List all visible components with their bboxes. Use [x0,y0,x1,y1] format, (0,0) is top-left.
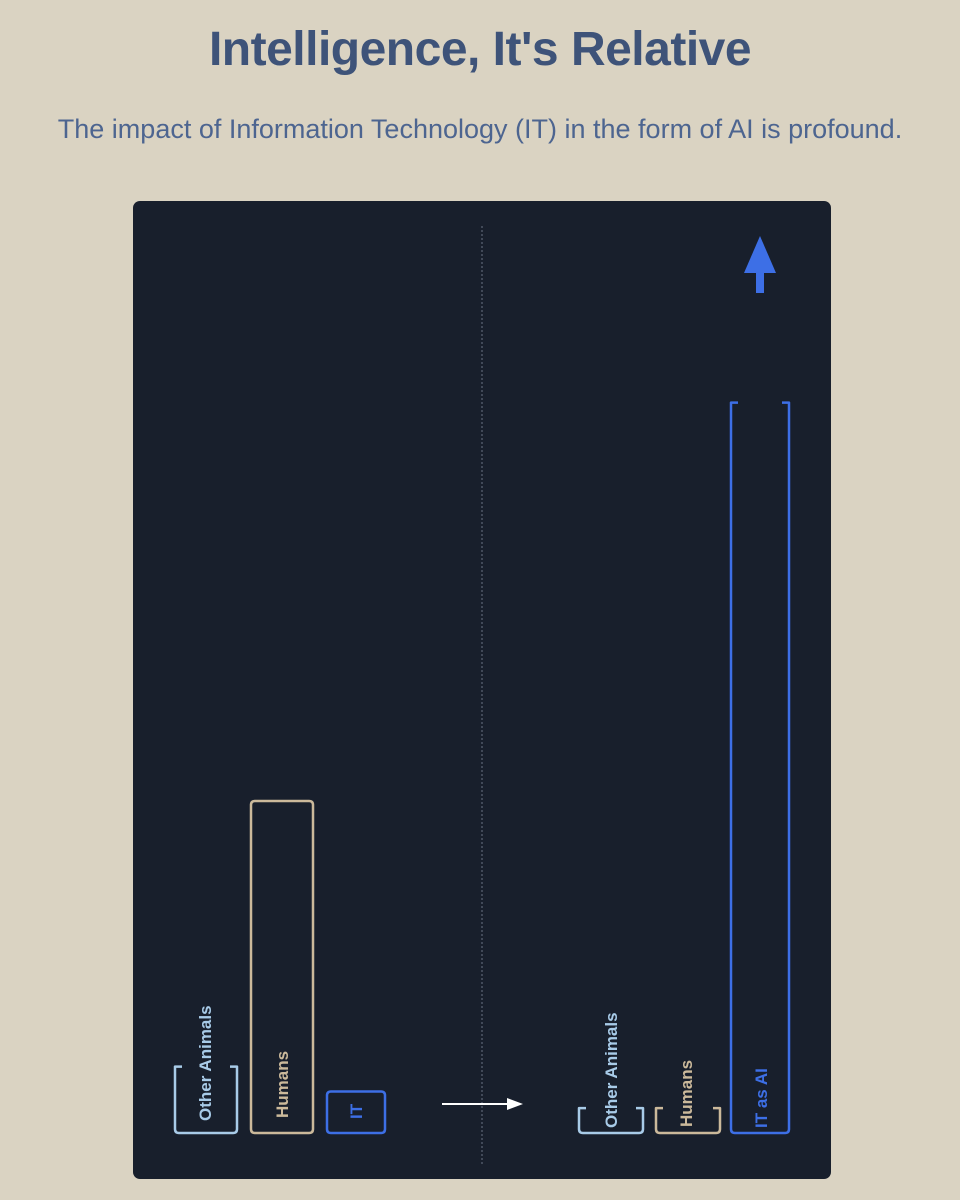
bar-label-after-it-as-ai: IT as AI [752,1068,771,1128]
bar-label-before-other-animals: Other Animals [196,1005,215,1121]
bar-label-after-other-animals: Other Animals [602,1012,621,1128]
diagram-canvas: Other Animals Humans IT Other Animals Hu… [173,226,791,1164]
bar-label-after-humans: Humans [677,1060,696,1127]
up-arrow-icon [744,236,776,293]
bar-after-humans [654,1106,722,1135]
bar-after-other-animals [577,1106,645,1135]
page-title: Intelligence, It's Relative [208,23,752,76]
page-subtitle: The impact of Information Technology (IT… [57,114,903,144]
bar-before-other-animals [173,1065,239,1135]
bar-after-it-as-ai [729,401,791,1135]
right-arrow-icon [442,1098,523,1110]
bar-label-before-humans: Humans [273,1051,292,1118]
diagram-panel: Other Animals Humans IT Other Animals Hu… [133,201,831,1179]
bar-before-it [325,1090,387,1135]
bar-label-before-it: IT [347,1103,366,1119]
bar-before-humans [249,799,315,1135]
